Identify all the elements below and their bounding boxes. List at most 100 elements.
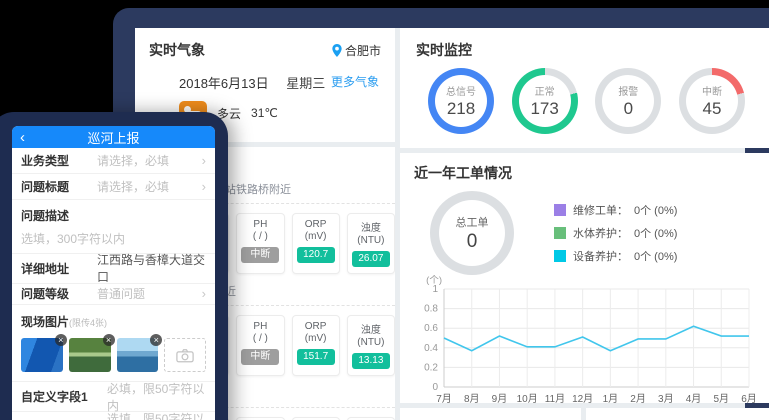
metric-card: PH( / ) 中断 [236,315,285,376]
dashboard-window: 实时气象 合肥市 2018年6月13日 星期三 更 [113,8,769,420]
city-selector[interactable]: 合肥市 [332,42,381,59]
total-workorders-label: 总工单 [455,216,489,229]
metric-name: ORP [304,321,327,332]
address-value: 江西路与香樟大道交口 [97,253,206,285]
dashed-divider [150,305,395,306]
city-label: 合肥市 [344,43,381,58]
metric-value-badge: 中断 [241,349,280,365]
custom-field-1-row[interactable]: 自定义字段1 必填，限50字符以内 [12,381,215,413]
metric-value-badge: 26.07 [351,251,390,267]
legend-label: 设备养护： [573,251,628,263]
metric-name: 浊度 [360,223,381,234]
metric-name: ORP [304,219,327,230]
gauge-value: 218 [446,99,476,118]
gauge-text: 正常 173 [512,68,578,134]
custom-field-2-row[interactable]: 自定义字段2 选填，限50字符以内 [12,412,215,420]
issue-description-label: 问题描述 [21,208,70,223]
business-type-row[interactable]: 业务类型 请选择，必填 › [12,148,215,174]
metric-card: 浊度 (NTU) 26.07 [346,213,395,274]
signal-gauge: 报警 0 [595,68,662,134]
phone-mockup: ‹ 巡河上报 业务类型 请选择，必填 › 问题标题 请选择，必填 › 问题描述 … [0,112,228,420]
line-chart-svg: 0 0.2 0.4 0.6 0.8 1 7月 8月 9月 10月 11月 12月 1月 2月 3月 4月 5月 6… [424,275,760,420]
svg-text:9月: 9月 [492,393,508,405]
remove-photo-icon[interactable]: × [150,334,163,346]
photo-thumbnail[interactable]: × [21,334,67,372]
metric-unit: ( / ) [252,333,268,344]
workorders-trend-line [443,325,749,352]
svg-text:2月: 2月 [630,393,646,405]
chevron-right-icon: › [201,178,206,194]
svg-text:1月: 1月 [603,393,619,405]
station-name: 桥附近 [203,283,395,299]
bottom-panels-row [400,408,769,420]
business-type-label: 业务类型 [21,153,70,168]
total-workorders-value: 0 [466,230,478,252]
gauge-value: 0 [623,99,634,118]
metric-unit: (NTU) [357,337,385,348]
site-photos-block: 现场图片(限传4张) × × × [12,305,215,382]
gauge-value: 45 [702,99,722,118]
patrol-report-app: ‹ 巡河上报 业务类型 请选择，必填 › 问题标题 请选择，必填 › 问题描述 … [12,126,215,420]
svg-text:7月: 7月 [436,393,452,405]
metric-unit: (NTU) [357,235,385,246]
remove-photo-icon[interactable]: × [54,334,67,346]
address-row[interactable]: 详细地址 江西路与香樟大道交口 [12,253,215,285]
add-photo-button[interactable] [164,338,207,372]
metric-card: 氨氮(mg/L)2.47 [346,417,395,420]
monitor-title: 实时监控 [416,42,472,58]
more-weather-link[interactable]: 更多气象 [330,75,379,89]
metric-unit: (mV) [304,231,327,242]
custom-field-2-placeholder: 选填，限50字符以内 [107,411,205,420]
legend-label: 水体养护： [573,228,628,240]
metric-value-badge: 中断 [241,247,280,263]
svg-text:0.2: 0.2 [424,362,438,373]
issue-level-row[interactable]: 问题等级 普通问题 › [12,284,215,305]
photo-thumbnail[interactable]: × [116,334,163,372]
weather-title: 实时气象 [149,42,205,58]
signal-gauge: 中断 45 [678,68,745,134]
svg-text:10月: 10月 [517,393,538,405]
metric-unit: (mV) [304,333,327,344]
issue-title-row[interactable]: 问题标题 请选择，必填 › [12,174,215,200]
camera-icon [176,348,194,362]
back-button[interactable]: ‹ [20,128,25,146]
gauge-label: 正常 [534,87,555,98]
metric-card: 浊度 (NTU) 13.13 [346,315,395,376]
svg-text:4月: 4月 [686,393,702,405]
legend-item: 维修工单： 0个 (0%) [554,202,677,218]
metric-card: 浊度(NTU)13.86 [291,417,340,420]
svg-text:0.6: 0.6 [424,323,438,334]
legend-item: 水体养护： 0个 (0%) [554,225,677,241]
svg-text:0: 0 [432,382,438,393]
photo-thumbnail[interactable]: × [68,334,115,372]
gauge-label: 中断 [701,87,722,98]
gauge-text: 报警 0 [595,68,661,134]
app-title: 巡河上报 [87,130,140,146]
gauge-label: 总信号 [446,87,476,98]
date-row: 2018年6月13日 星期三 [179,73,381,92]
weather-panel: 实时气象 合肥市 2018年6月13日 星期三 更 [135,28,395,142]
right-column: 实时监控 总信号 218 正常 173 报警 0 中断 45 近一年工单情况 总工单 0 维修… [400,28,769,420]
svg-text:0.8: 0.8 [424,304,438,315]
workorders-line-chart: 0 0.2 0.4 0.6 0.8 1 7月 8月 9月 10月 11月 12月 1月 2月 3月 4月 5月 6… [414,275,760,420]
temperature-label: 31℃ [251,106,278,120]
app-header: ‹ 巡河上报 [12,126,215,148]
svg-text:1: 1 [432,284,438,295]
weekday-label: 星期三 [286,76,326,91]
svg-text:5月: 5月 [713,393,729,405]
issue-description-field[interactable]: 问题描述 选填，300字符以内 [12,200,215,254]
svg-text:12月: 12月 [572,393,593,405]
custom-field-1-label: 自定义字段1 [21,390,88,404]
total-workorders-gauge: 总工单 0 [430,191,514,275]
gauge-text: 中断 45 [679,68,745,134]
date-label: 2018年6月13日 [179,76,269,91]
remove-photo-icon[interactable]: × [102,334,115,346]
legend-value: 0个 (0%) [634,205,678,217]
custom-field-1-placeholder: 必填，限50字符以内 [107,381,205,413]
workorders-title: 近一年工单情况 [414,165,512,181]
svg-text:3月: 3月 [658,393,674,405]
svg-text:8月: 8月 [464,393,480,405]
svg-text:0.4: 0.4 [424,343,438,354]
gauge-text: 总信号 218 [428,68,494,134]
